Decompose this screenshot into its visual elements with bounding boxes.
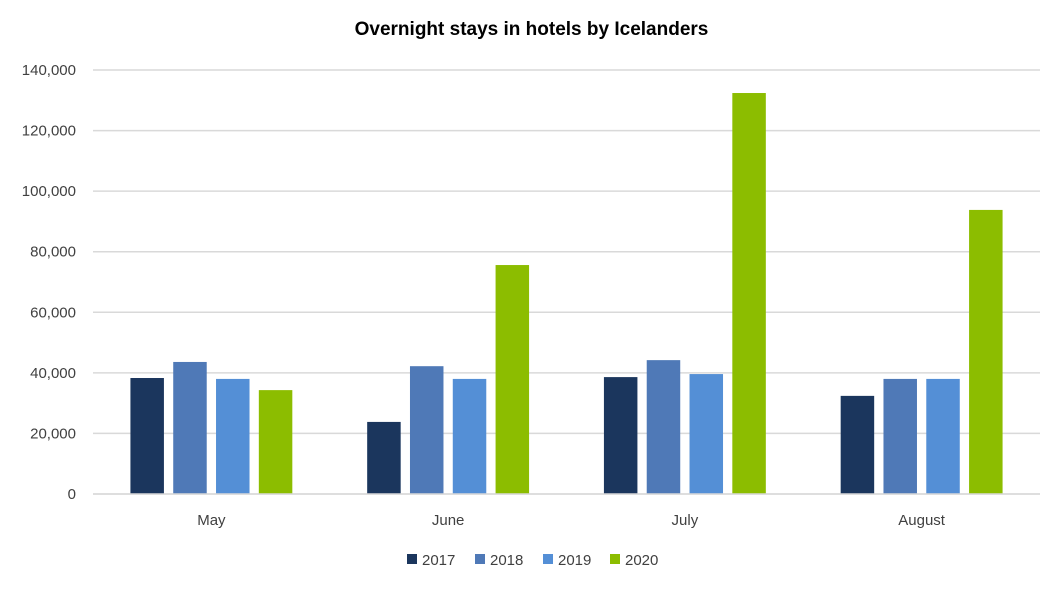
x-tick-label: August (898, 512, 946, 529)
legend-swatch-2017 (407, 554, 417, 564)
bar-june-2019 (452, 378, 487, 494)
y-tick-label: 0 (68, 486, 76, 503)
legend-swatch-2018 (475, 554, 485, 564)
bar-may-2017 (130, 378, 164, 494)
legend-label-2020: 2020 (625, 552, 658, 569)
bar-may-2018 (173, 361, 207, 494)
bar-june-2020 (495, 265, 530, 494)
bar-june-2017 (367, 421, 401, 494)
bar-july-2017 (603, 377, 638, 494)
bar-august-2017 (840, 395, 875, 494)
bar-july-2019 (689, 374, 724, 494)
bar-august-2020 (969, 209, 1003, 495)
x-tick-label: June (432, 512, 465, 529)
y-tick-label: 140,000 (22, 62, 76, 79)
bar-august-2019 (926, 378, 960, 494)
legend-label-2018: 2018 (490, 552, 523, 569)
x-tick-label: May (197, 512, 226, 529)
bar-july-2018 (646, 360, 681, 494)
bar-june-2018 (409, 366, 444, 494)
y-tick-label: 120,000 (22, 123, 76, 140)
bar-may-2020 (258, 390, 293, 494)
bar-july-2020 (732, 93, 766, 494)
y-tick-label: 100,000 (22, 183, 76, 200)
y-tick-label: 80,000 (30, 244, 76, 261)
y-tick-label: 40,000 (30, 365, 76, 382)
bar-may-2019 (216, 378, 250, 494)
legend-swatch-2019 (543, 554, 553, 564)
bar-august-2018 (883, 378, 917, 494)
x-tick-label: July (672, 512, 699, 529)
y-tick-label: 60,000 (30, 304, 76, 321)
y-tick-label: 20,000 (30, 425, 76, 442)
legend-label-2019: 2019 (558, 552, 591, 569)
legend-label-2017: 2017 (422, 552, 455, 569)
legend-swatch-2020 (610, 554, 620, 564)
chart-title: Overnight stays in hotels by Icelanders (354, 19, 709, 40)
